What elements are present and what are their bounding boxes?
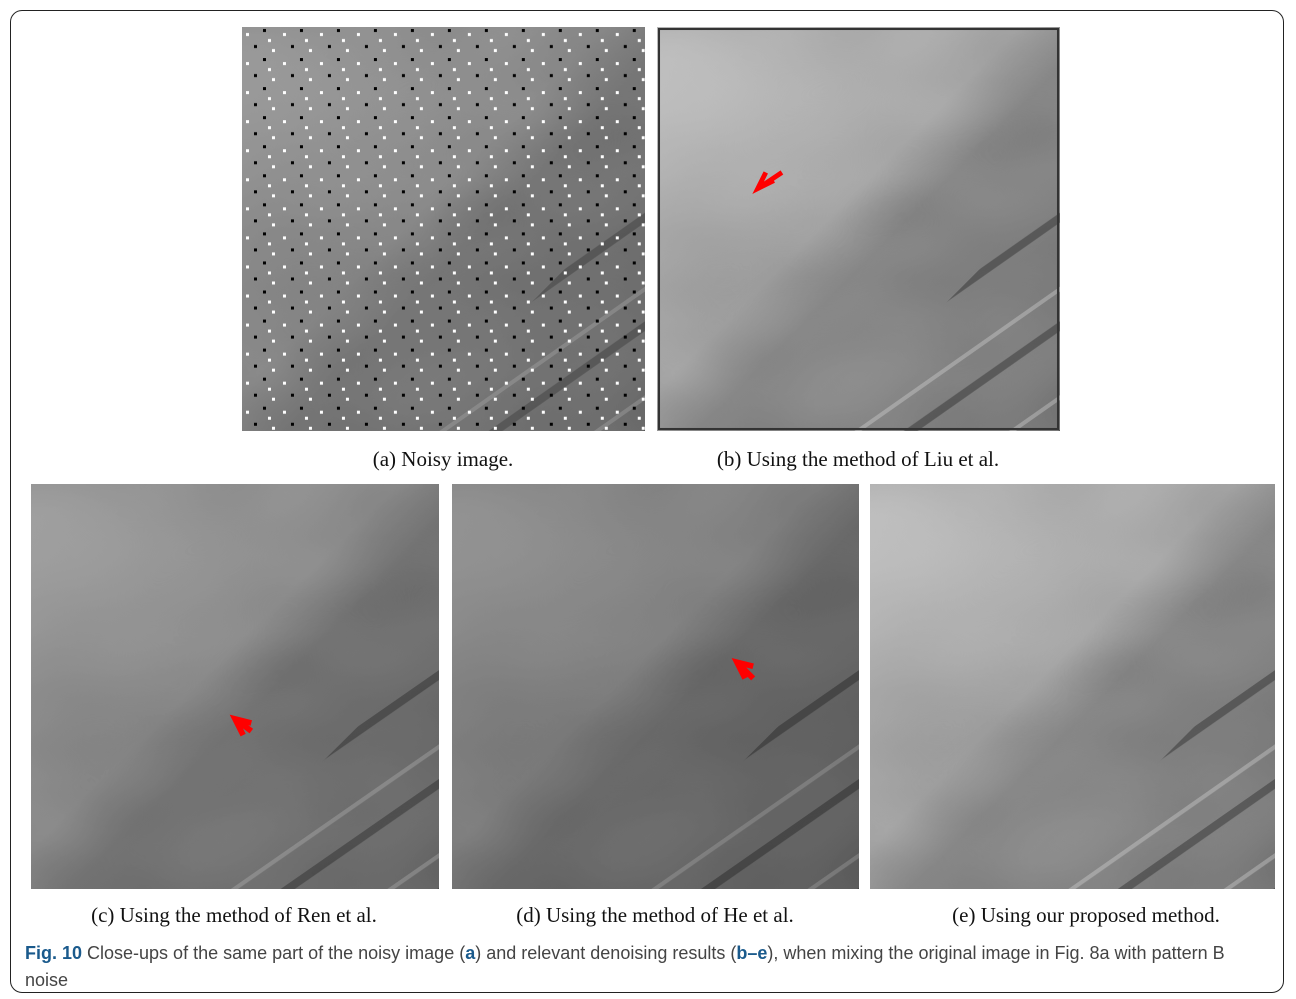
panel-caption: (a) Noisy image. <box>373 447 514 472</box>
panel-caption: (d) Using the method of He et al. <box>516 903 794 928</box>
image-noisy <box>242 27 645 431</box>
page: (a) Noisy image. (b) Using the method of… <box>0 0 1296 999</box>
image-he <box>452 484 859 889</box>
caption-ref: b–e <box>736 943 767 963</box>
caption-text: ) and relevant denoising results ( <box>475 943 736 963</box>
caption-ref: a <box>465 943 475 963</box>
caption-text: Close-ups of the same part of the noisy … <box>87 943 465 963</box>
image-liu <box>657 27 1060 431</box>
figure-label: Fig. 10 <box>25 943 82 963</box>
image-ren <box>31 484 439 889</box>
panel-caption: (e) Using our proposed method. <box>952 903 1220 928</box>
image-proposed <box>870 484 1275 889</box>
panel-caption: (c) Using the method of Ren et al. <box>91 903 377 928</box>
panel-caption: (b) Using the method of Liu et al. <box>717 447 999 472</box>
